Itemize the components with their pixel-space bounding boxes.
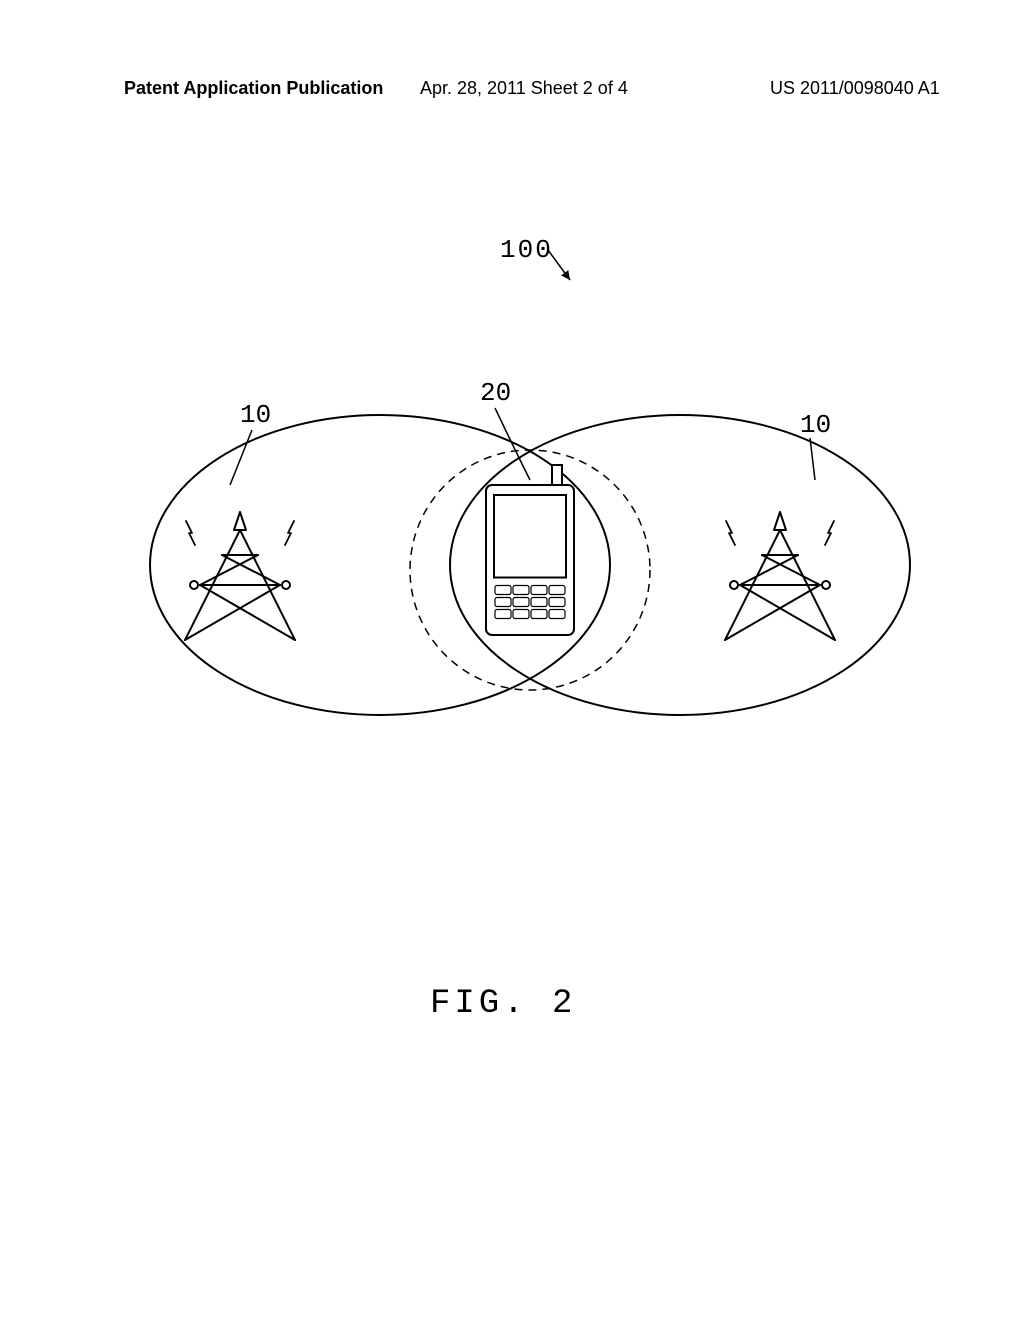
diagram [0,0,1024,1320]
page: Patent Application Publication Apr. 28, … [0,0,1024,1320]
